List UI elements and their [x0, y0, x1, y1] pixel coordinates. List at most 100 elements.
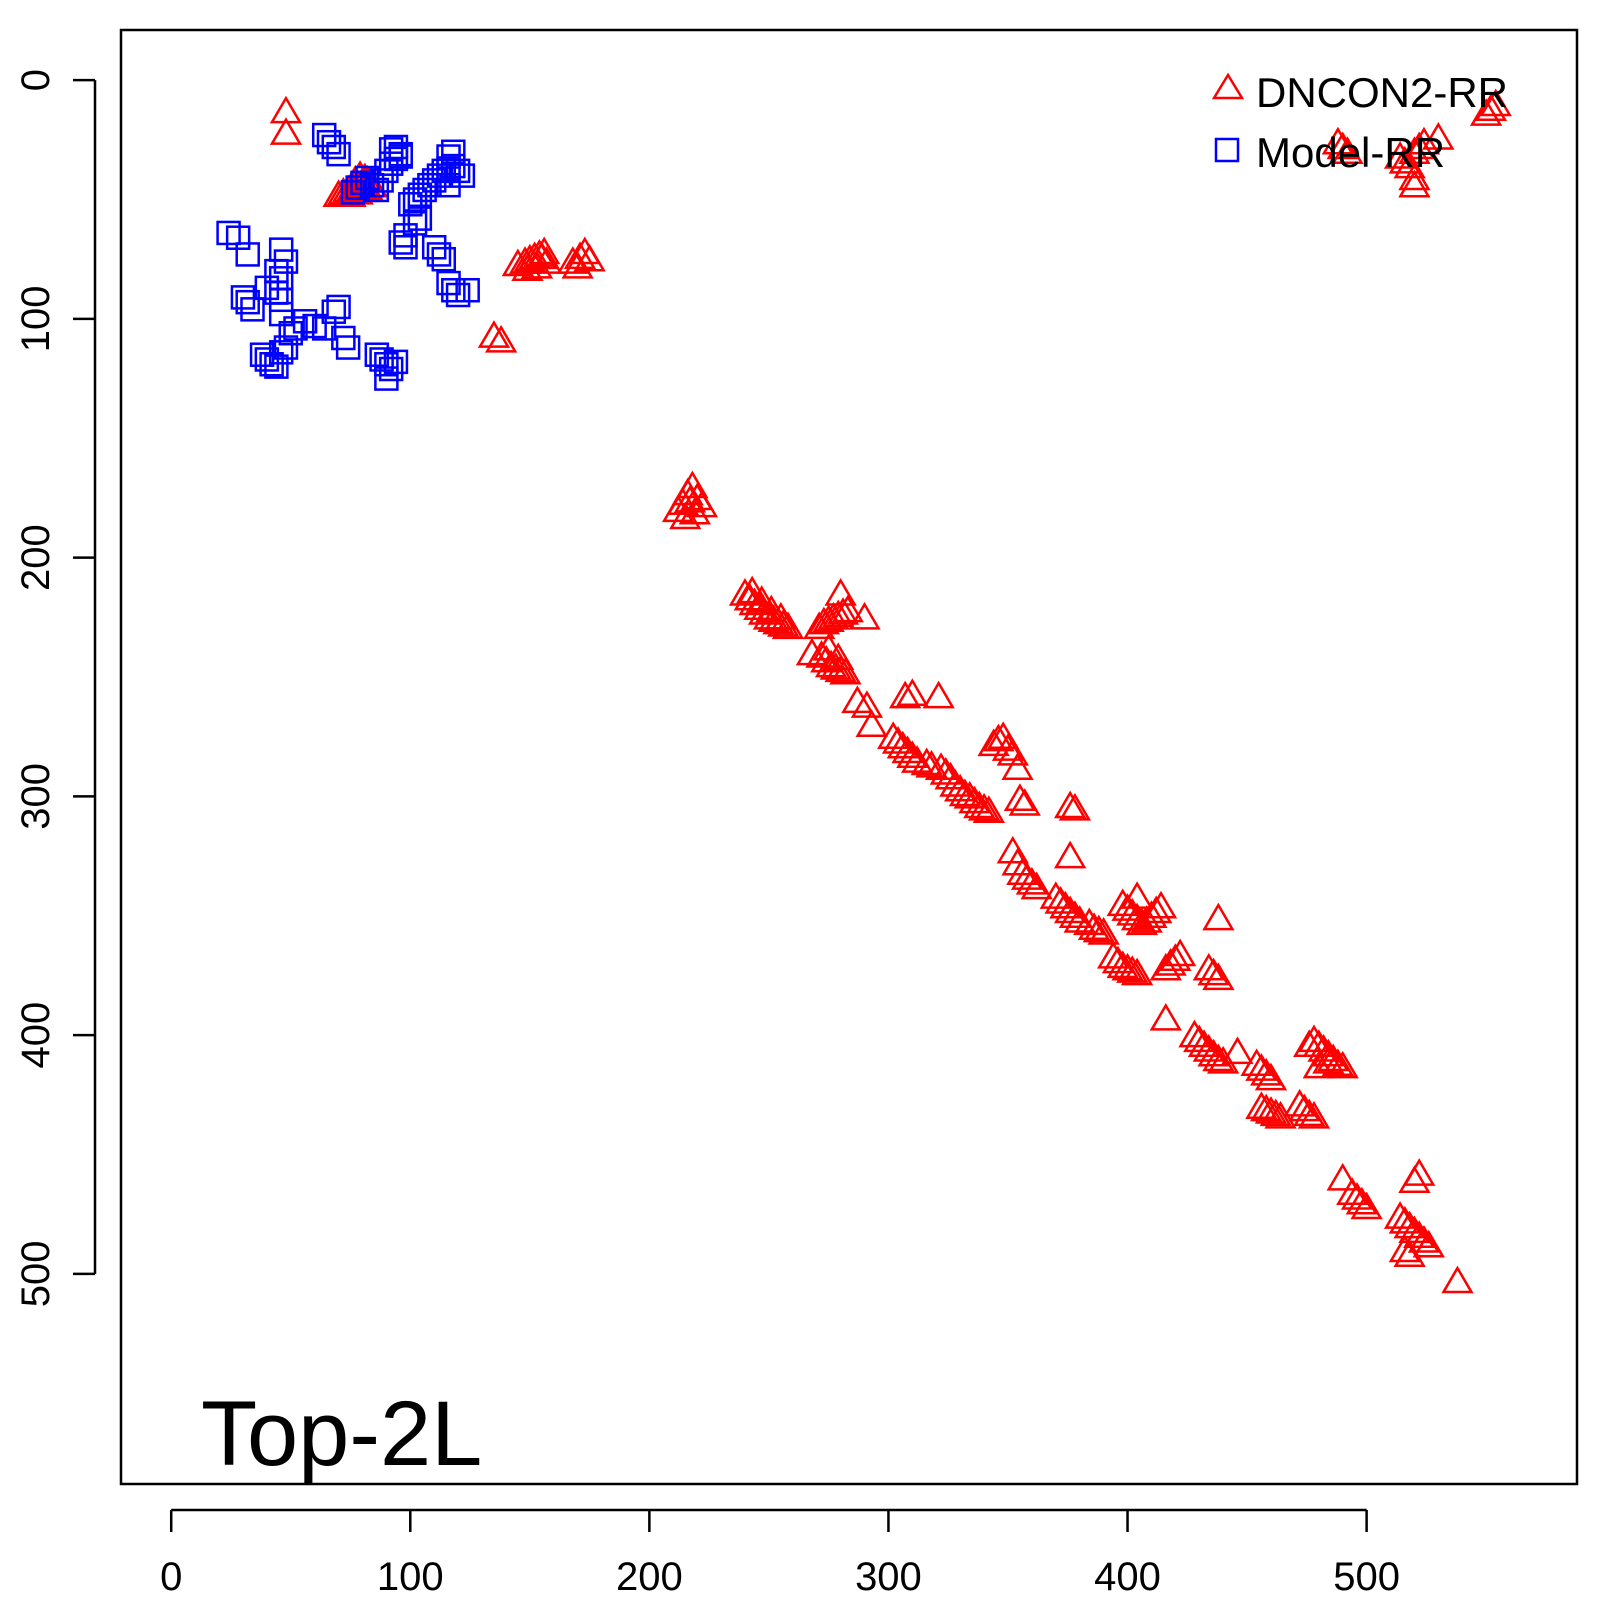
- dncon2-rr-point: [563, 241, 597, 270]
- dncon2-rr-point: [1326, 1050, 1359, 1079]
- dncon2-rr-point: [1206, 1045, 1240, 1074]
- legend-marker-model: [1214, 137, 1240, 163]
- dncon2-rr-point: [929, 757, 963, 785]
- model-rr-point: [436, 144, 461, 169]
- dncon2-rr-point: [484, 324, 518, 353]
- model-rr-point: [273, 249, 299, 274]
- model-rr-point: [225, 225, 251, 250]
- panel-label: Top-2L: [201, 1383, 482, 1485]
- dncon2-rr-point: [1116, 955, 1149, 983]
- model-rr-point: [445, 158, 471, 184]
- dncon2-rr-point: [915, 749, 948, 778]
- x-tick-label: 200: [616, 1555, 683, 1599]
- dncon2-rr-point: [996, 835, 1029, 864]
- model-rr-point: [441, 277, 466, 303]
- dncon2-rr-point: [1245, 1091, 1278, 1120]
- dncon2-rr-point: [1053, 840, 1087, 869]
- dncon2-rr-point: [817, 601, 850, 630]
- dncon2-rr-point: [669, 501, 702, 530]
- dncon2-rr-point: [1063, 905, 1096, 933]
- model-rr-point: [240, 297, 265, 322]
- dncon2-rr-point: [1469, 98, 1503, 126]
- dncon2-rr-point: [1403, 1158, 1436, 1186]
- dncon2-rr-point: [1140, 895, 1173, 924]
- y-tick-label: 200: [14, 524, 58, 591]
- model-rr-point: [345, 175, 370, 200]
- model-rr-point: [393, 235, 418, 260]
- dncon2-rr-point: [1130, 905, 1163, 933]
- model-rr-point: [331, 325, 356, 351]
- model-rr-point: [283, 316, 308, 341]
- dncon2-rr-point: [896, 678, 929, 706]
- dncon2-rr-point: [1001, 752, 1034, 780]
- y-tick-label: 300: [14, 763, 58, 830]
- model-rr-point: [455, 277, 480, 303]
- dncon2-rr-point: [771, 611, 805, 640]
- dncon2-rr-point: [1297, 1100, 1331, 1129]
- y-tick-label: 400: [14, 1002, 58, 1069]
- dncon2-rr-point: [1149, 952, 1182, 981]
- dncon2-rr-point: [972, 795, 1006, 823]
- dncon2-rr-point: [1202, 902, 1235, 931]
- dncon2-rr-point: [1106, 950, 1139, 979]
- dncon2-rr-point: [991, 733, 1025, 761]
- dncon2-rr-point: [824, 577, 857, 606]
- dncon2-rr-point: [269, 117, 303, 145]
- model-rr-point: [412, 177, 437, 203]
- model-rr-point: [326, 294, 351, 320]
- model-rr-point: [369, 168, 394, 193]
- dncon2-rr-point: [1312, 1045, 1345, 1074]
- dncon2-rr-point: [530, 246, 563, 274]
- model-rr-point: [431, 246, 457, 272]
- dncon2-rr-point: [1111, 952, 1144, 981]
- model-rr-point: [378, 151, 404, 176]
- dncon2-rr-point: [1159, 943, 1192, 971]
- dncon2-rr-point: [1144, 890, 1178, 919]
- dncon2-rr-point: [1058, 900, 1092, 929]
- dncon2-rr-point: [1441, 1265, 1474, 1294]
- dncon2-rr-point: [967, 792, 1001, 821]
- model-rr-point: [441, 153, 466, 179]
- dncon2-rr-point: [1412, 1229, 1445, 1258]
- model-rr-point: [398, 192, 423, 217]
- model-rr-point: [364, 177, 390, 203]
- model-rr-point: [264, 354, 289, 379]
- dncon2-rr-point: [889, 680, 922, 709]
- dncon2-rr-point: [269, 95, 303, 124]
- model-rr-point: [426, 242, 452, 267]
- dncon2-rr-point: [1135, 900, 1168, 929]
- dncon2-rr-point: [896, 740, 929, 769]
- dncon2-rr-point: [685, 489, 719, 518]
- dncon2-rr-point: [1479, 88, 1512, 117]
- dncon2-rr-point: [1398, 162, 1431, 191]
- dncon2-rr-point: [673, 484, 707, 513]
- dncon2-rr-point: [855, 709, 888, 738]
- series-layer: [216, 88, 1512, 1294]
- dncon2-rr-point: [1388, 1234, 1422, 1263]
- x-tick-label: 300: [855, 1555, 922, 1599]
- model-rr-point: [268, 340, 294, 365]
- dncon2-rr-point: [764, 601, 798, 630]
- dncon2-rr-point: [831, 594, 864, 623]
- y-tick-label: 0: [14, 69, 58, 91]
- dncon2-rr-point: [1326, 1162, 1359, 1191]
- model-rr-point: [340, 180, 366, 205]
- dncon2-rr-point: [1250, 1057, 1283, 1086]
- legend-marker-dncon2: [1211, 72, 1245, 100]
- x-tick-label: 500: [1333, 1555, 1400, 1599]
- model-rr-point: [359, 172, 385, 198]
- dncon2-rr-point: [1120, 957, 1154, 986]
- dncon2-rr-point: [963, 790, 996, 819]
- plot-frame: [119, 28, 1579, 1486]
- dncon2-rr-point: [1154, 948, 1187, 976]
- dncon2-rr-point: [850, 690, 884, 718]
- model-rr-point: [268, 287, 294, 313]
- dncon2-rr-point: [1259, 1098, 1292, 1127]
- dncon2-rr-point: [1398, 169, 1431, 198]
- model-rr-point: [321, 134, 347, 160]
- dncon2-rr-point: [910, 747, 943, 776]
- model-rr-point: [278, 320, 303, 346]
- dncon2-rr-point: [513, 243, 547, 272]
- model-rr-point: [235, 289, 260, 315]
